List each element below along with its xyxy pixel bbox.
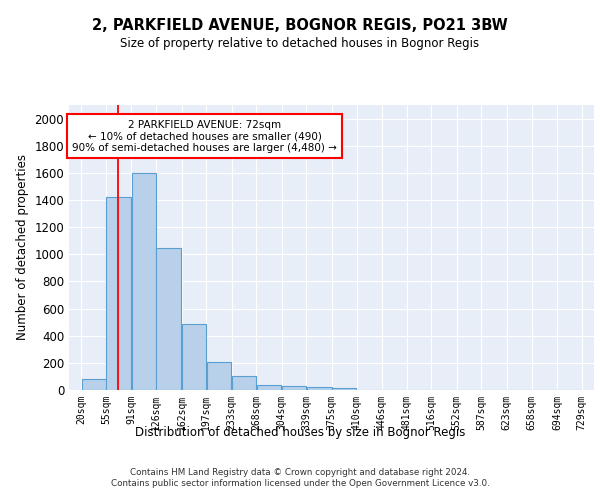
- Text: Distribution of detached houses by size in Bognor Regis: Distribution of detached houses by size …: [135, 426, 465, 439]
- Text: Contains HM Land Registry data © Crown copyright and database right 2024.
Contai: Contains HM Land Registry data © Crown c…: [110, 468, 490, 487]
- Text: Size of property relative to detached houses in Bognor Regis: Size of property relative to detached ho…: [121, 38, 479, 51]
- Bar: [131, 173, 156, 390]
- Bar: [157, 248, 181, 390]
- Bar: [257, 384, 281, 390]
- Bar: [106, 198, 131, 390]
- Y-axis label: Number of detached properties: Number of detached properties: [16, 154, 29, 340]
- Bar: [282, 386, 306, 390]
- Bar: [232, 376, 256, 390]
- Bar: [182, 324, 206, 390]
- Bar: [82, 379, 106, 390]
- Bar: [332, 388, 356, 390]
- Text: 2, PARKFIELD AVENUE, BOGNOR REGIS, PO21 3BW: 2, PARKFIELD AVENUE, BOGNOR REGIS, PO21 …: [92, 18, 508, 32]
- Bar: [206, 362, 232, 390]
- Text: 2 PARKFIELD AVENUE: 72sqm
← 10% of detached houses are smaller (490)
90% of semi: 2 PARKFIELD AVENUE: 72sqm ← 10% of detac…: [73, 120, 337, 153]
- Bar: [307, 388, 332, 390]
